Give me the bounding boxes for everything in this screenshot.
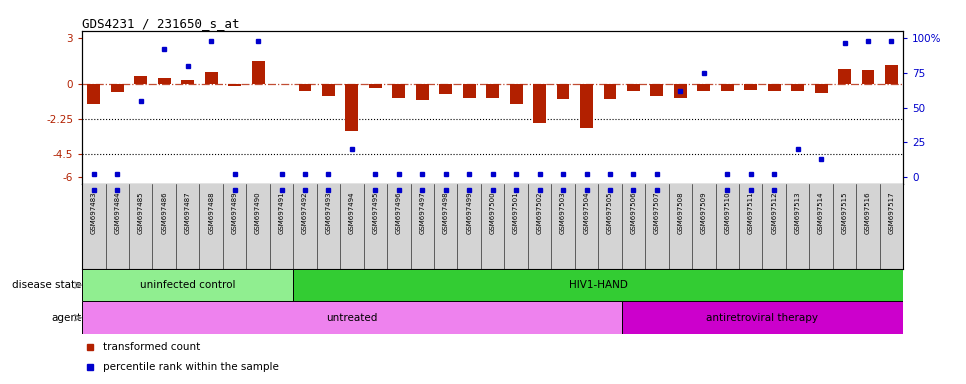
Bar <box>838 69 851 84</box>
Bar <box>205 72 217 84</box>
Text: GSM697497: GSM697497 <box>419 191 425 234</box>
Text: GSM697501: GSM697501 <box>513 191 519 234</box>
Text: GDS4231 / 231650_s_at: GDS4231 / 231650_s_at <box>82 17 240 30</box>
Text: untreated: untreated <box>327 313 378 323</box>
Text: antiretroviral therapy: antiretroviral therapy <box>706 313 818 323</box>
Bar <box>604 84 616 99</box>
Bar <box>134 76 147 84</box>
Bar <box>87 84 100 104</box>
Text: GSM697504: GSM697504 <box>583 191 589 233</box>
Bar <box>82 269 294 301</box>
Text: GSM697487: GSM697487 <box>185 191 190 234</box>
Bar <box>82 301 622 334</box>
Bar <box>157 78 171 84</box>
Bar <box>768 84 781 91</box>
Text: GSM697503: GSM697503 <box>560 191 566 234</box>
Text: transformed count: transformed count <box>102 342 200 352</box>
Text: GSM697486: GSM697486 <box>161 191 167 234</box>
Text: uninfected control: uninfected control <box>140 280 236 290</box>
Text: GSM697498: GSM697498 <box>442 191 449 234</box>
Text: GSM697506: GSM697506 <box>631 191 637 234</box>
Text: GSM697485: GSM697485 <box>138 191 144 233</box>
Text: agent: agent <box>51 313 82 323</box>
Text: GSM697493: GSM697493 <box>326 191 331 234</box>
Bar <box>346 84 358 131</box>
Text: GSM697489: GSM697489 <box>232 191 238 234</box>
Text: GSM697505: GSM697505 <box>607 191 613 233</box>
Bar <box>622 301 903 334</box>
Bar <box>744 84 757 90</box>
Bar <box>674 84 687 98</box>
Bar <box>369 84 382 88</box>
Text: GSM697513: GSM697513 <box>795 191 801 234</box>
Bar <box>556 84 570 99</box>
Bar <box>294 269 903 301</box>
Text: GSM697500: GSM697500 <box>490 191 496 234</box>
Text: GSM697508: GSM697508 <box>677 191 683 234</box>
Text: GSM697510: GSM697510 <box>724 191 730 234</box>
Text: GSM697509: GSM697509 <box>700 191 707 234</box>
Text: GSM697484: GSM697484 <box>114 191 121 233</box>
Bar <box>415 84 429 100</box>
Text: HIV1-HAND: HIV1-HAND <box>569 280 628 290</box>
Text: GSM697496: GSM697496 <box>396 191 402 234</box>
Bar <box>510 84 523 104</box>
Bar <box>228 84 242 86</box>
Bar <box>580 84 593 128</box>
Text: GSM697507: GSM697507 <box>654 191 660 234</box>
Text: GSM697483: GSM697483 <box>91 191 97 234</box>
Text: GSM697502: GSM697502 <box>536 191 543 233</box>
Text: GSM697515: GSM697515 <box>841 191 847 233</box>
Bar <box>486 84 499 98</box>
Text: GSM697499: GSM697499 <box>467 191 472 234</box>
Bar <box>814 84 828 93</box>
Bar <box>392 84 406 98</box>
Bar <box>463 84 475 98</box>
Text: GSM697494: GSM697494 <box>349 191 355 233</box>
Text: GSM697495: GSM697495 <box>372 191 379 233</box>
Text: disease state: disease state <box>13 280 82 290</box>
Text: GSM697512: GSM697512 <box>771 191 778 233</box>
Bar <box>885 65 898 84</box>
Bar <box>721 84 734 91</box>
Bar <box>862 70 874 84</box>
Bar <box>791 84 804 91</box>
Text: GSM697517: GSM697517 <box>889 191 895 234</box>
Bar <box>627 84 639 91</box>
Text: GSM697514: GSM697514 <box>818 191 824 233</box>
Text: GSM697516: GSM697516 <box>865 191 871 234</box>
Bar <box>298 84 311 91</box>
Bar <box>533 84 546 123</box>
Text: GSM697490: GSM697490 <box>255 191 261 234</box>
Text: GSM697491: GSM697491 <box>278 191 285 234</box>
Bar <box>650 84 664 96</box>
Bar <box>111 84 124 92</box>
Text: GSM697488: GSM697488 <box>208 191 214 234</box>
Text: percentile rank within the sample: percentile rank within the sample <box>102 362 278 372</box>
Text: GSM697511: GSM697511 <box>748 191 753 234</box>
Bar <box>251 61 265 84</box>
Bar <box>182 80 194 84</box>
Bar <box>440 84 452 94</box>
Bar <box>697 84 710 91</box>
Text: GSM697492: GSM697492 <box>302 191 308 233</box>
Bar <box>322 84 335 96</box>
